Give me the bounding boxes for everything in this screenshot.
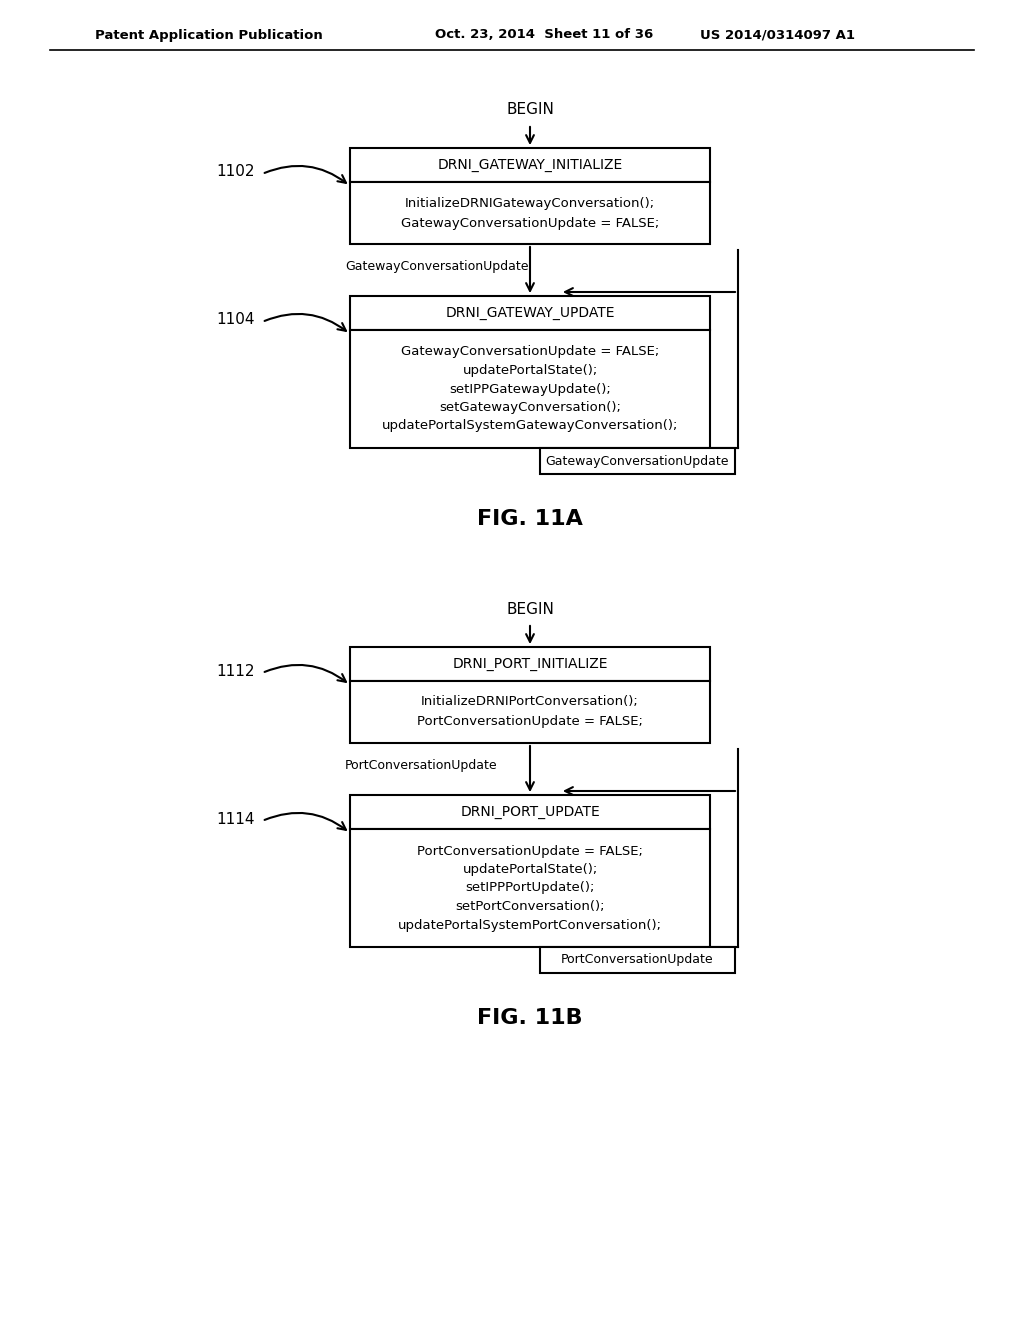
Text: PortConversationUpdate: PortConversationUpdate (345, 759, 498, 772)
Text: BEGIN: BEGIN (506, 103, 554, 117)
Text: 1102: 1102 (216, 165, 255, 180)
Bar (350, 681, 710, 743)
Text: GatewayConversationUpdate = FALSE;
updatePortalState();
setIPPGatewayUpdate();
s: GatewayConversationUpdate = FALSE; updat… (382, 346, 678, 433)
Text: PortConversationUpdate: PortConversationUpdate (561, 953, 714, 966)
Bar (350, 647, 710, 681)
Bar (350, 182, 710, 244)
Bar (350, 296, 710, 330)
Text: DRNI_PORT_INITIALIZE: DRNI_PORT_INITIALIZE (453, 657, 608, 671)
Bar (350, 330, 710, 447)
Text: Oct. 23, 2014  Sheet 11 of 36: Oct. 23, 2014 Sheet 11 of 36 (435, 29, 653, 41)
Text: Patent Application Publication: Patent Application Publication (95, 29, 323, 41)
Text: GatewayConversationUpdate: GatewayConversationUpdate (546, 454, 729, 467)
Bar (350, 829, 710, 946)
Text: PortConversationUpdate = FALSE;
updatePortalState();
setIPPPortUpdate();
setPort: PortConversationUpdate = FALSE; updatePo… (398, 845, 662, 932)
Text: US 2014/0314097 A1: US 2014/0314097 A1 (700, 29, 855, 41)
Text: GatewayConversationUpdate: GatewayConversationUpdate (345, 260, 528, 273)
Bar (540, 946, 735, 973)
Text: FIG. 11A: FIG. 11A (477, 510, 583, 529)
Text: BEGIN: BEGIN (506, 602, 554, 616)
Bar (350, 795, 710, 829)
Bar (350, 148, 710, 182)
Text: DRNI_GATEWAY_UPDATE: DRNI_GATEWAY_UPDATE (445, 306, 614, 319)
Text: InitializeDRNIPortConversation();
PortConversationUpdate = FALSE;: InitializeDRNIPortConversation(); PortCo… (417, 696, 643, 729)
Text: 1114: 1114 (216, 812, 255, 826)
Bar (540, 447, 735, 474)
Text: 1104: 1104 (216, 313, 255, 327)
Text: DRNI_PORT_UPDATE: DRNI_PORT_UPDATE (460, 805, 600, 818)
Text: InitializeDRNIGatewayConversation();
GatewayConversationUpdate = FALSE;: InitializeDRNIGatewayConversation(); Gat… (400, 197, 659, 230)
Text: FIG. 11B: FIG. 11B (477, 1008, 583, 1028)
Text: 1112: 1112 (216, 664, 255, 678)
Text: DRNI_GATEWAY_INITIALIZE: DRNI_GATEWAY_INITIALIZE (437, 158, 623, 172)
